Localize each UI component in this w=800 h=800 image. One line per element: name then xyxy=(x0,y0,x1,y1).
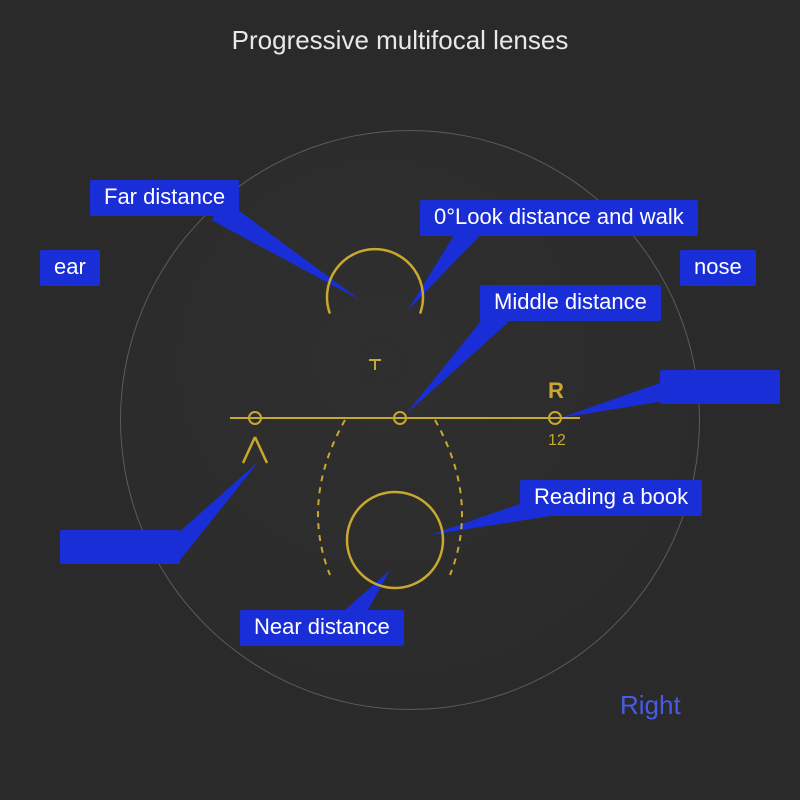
label-near-distance: Near distance xyxy=(240,610,404,646)
svg-text:12: 12 xyxy=(548,432,566,449)
label-ear: ear xyxy=(40,250,100,286)
label-reading-book: Reading a book xyxy=(520,480,702,516)
label-look-distance: 0°Look distance and walk xyxy=(420,200,698,236)
label-nose: nose xyxy=(680,250,756,286)
label-empty-right xyxy=(660,370,780,404)
diagram-canvas: Progressive multifocal lenses R12 Far di… xyxy=(0,0,800,800)
label-empty-left xyxy=(60,530,180,564)
label-far-distance: Far distance xyxy=(90,180,239,216)
corner-text-right: Right xyxy=(620,690,681,721)
svg-text:R: R xyxy=(548,378,564,403)
label-middle-distance: Middle distance xyxy=(480,285,661,321)
